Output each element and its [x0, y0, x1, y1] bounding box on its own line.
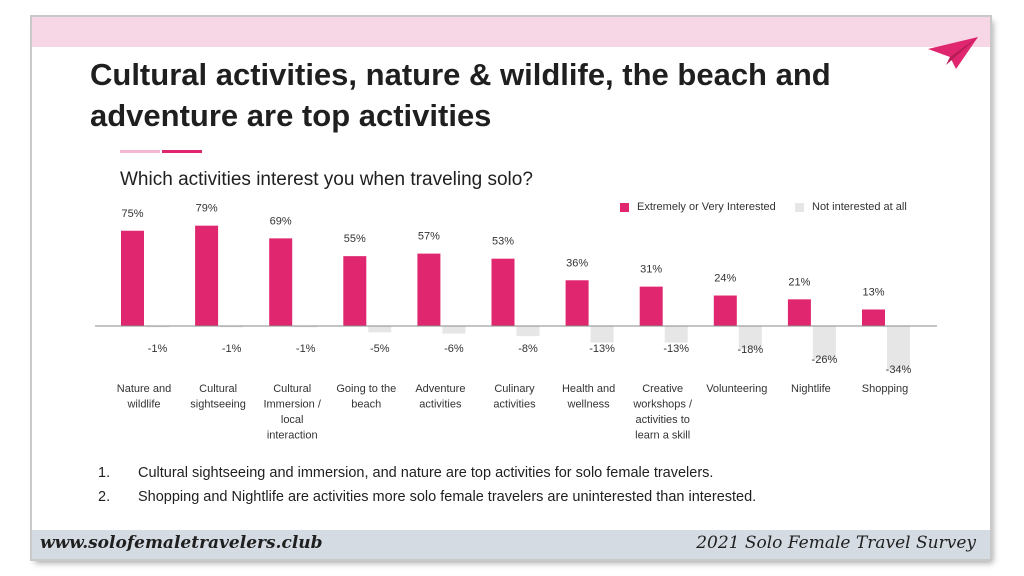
category-label: sightseeing — [190, 399, 246, 411]
bar-not-interested — [294, 326, 318, 328]
data-label-not-interested: -6% — [444, 343, 464, 355]
category-label: workshops / — [632, 399, 693, 411]
legend-label-interested: Extremely or Very Interested — [637, 201, 776, 213]
category-label: beach — [351, 399, 381, 411]
data-label-not-interested: -34% — [886, 364, 912, 376]
survey-name: 2021 Solo Female Travel Survey — [696, 533, 976, 553]
bar-interested — [343, 256, 367, 326]
data-label-not-interested: -1% — [296, 343, 316, 355]
data-label-interested: 57% — [418, 231, 440, 243]
top-band — [32, 17, 990, 47]
category-label: Shopping — [862, 383, 909, 395]
bar-interested — [787, 299, 811, 326]
category-label: Culinary — [494, 383, 535, 395]
paper-plane-icon — [928, 37, 978, 69]
bar-not-interested — [812, 326, 836, 360]
title-underline-accent — [162, 150, 202, 153]
data-label-interested: 24% — [714, 273, 736, 285]
category-label: Volunteering — [706, 383, 767, 395]
bar-not-interested — [887, 326, 910, 370]
bar-not-interested — [664, 326, 688, 343]
data-label-interested: 13% — [862, 286, 884, 298]
data-label-not-interested: -18% — [737, 344, 763, 356]
takeaways-list: 1. Cultural sightseeing and immersion, a… — [98, 465, 756, 513]
category-label: Going to the — [336, 383, 396, 395]
category-label: Health and — [562, 383, 615, 395]
bar-interested — [491, 258, 515, 326]
category-label: Cultural — [273, 383, 311, 395]
data-label-interested: 53% — [492, 236, 514, 248]
data-label-not-interested: -13% — [663, 343, 689, 355]
activities-bar-chart: 75% -1% Nature and wildlife 79% -1% Cultural si… — [95, 203, 937, 442]
takeaway-item: 1. Cultural sightseeing and immersion, a… — [98, 465, 714, 481]
bar-interested — [269, 238, 293, 326]
bar-interested — [195, 225, 219, 326]
data-label-not-interested: -5% — [370, 343, 390, 355]
legend-swatch-interested — [620, 202, 629, 212]
category-label: Adventure — [415, 383, 465, 395]
legend-item-not-interested: Not interested at all — [795, 201, 907, 213]
data-label-not-interested: -1% — [148, 343, 168, 355]
bar-interested — [713, 295, 737, 326]
data-label-interested: 75% — [121, 208, 143, 220]
takeaway-item: 2. Shopping and Nightlife are activities… — [98, 489, 757, 505]
data-label-interested: 69% — [270, 215, 292, 227]
data-label-interested: 31% — [640, 264, 662, 276]
category-label: wildlife — [126, 399, 160, 411]
category-label: Nightlife — [791, 383, 831, 395]
data-label-not-interested: -1% — [222, 343, 242, 355]
bar-not-interested — [146, 326, 169, 328]
bar-not-interested — [220, 326, 244, 328]
data-label-interested: 79% — [196, 203, 218, 215]
category-label: wellness — [567, 399, 611, 411]
bar-not-interested — [590, 326, 614, 343]
legend-swatch-not-interested — [795, 202, 804, 212]
bar-interested — [565, 280, 589, 326]
category-label: Cultural — [199, 383, 237, 395]
category-label: learn a skill — [635, 430, 690, 442]
bar-interested — [862, 309, 885, 326]
category-label: interaction — [267, 430, 318, 442]
category-label: Immersion / — [263, 399, 321, 411]
legend-item-interested: Extremely or Very Interested — [620, 201, 776, 213]
bar-not-interested — [516, 326, 540, 337]
data-label-not-interested: -26% — [812, 354, 838, 366]
title-underline-light — [120, 150, 160, 153]
website-link[interactable]: www.solofemaletravelers.club — [40, 533, 323, 553]
chart-question: Which activities interest you when trave… — [120, 169, 533, 190]
category-label: activities — [493, 399, 536, 411]
bar-interested — [639, 286, 663, 326]
bar-not-interested — [442, 326, 466, 334]
data-label-not-interested: -8% — [518, 343, 538, 355]
slide: Cultural activities, nature & wildlife, … — [32, 17, 990, 559]
bar-interested — [121, 230, 144, 326]
category-label: local — [281, 414, 304, 426]
bar-interested — [417, 253, 441, 326]
slide-title: Cultural activities, nature & wildlife, … — [90, 57, 831, 133]
data-label-interested: 55% — [344, 233, 366, 245]
data-label-not-interested: -13% — [589, 343, 615, 355]
data-label-interested: 21% — [788, 276, 810, 288]
category-label: activities — [419, 399, 462, 411]
bar-not-interested — [368, 326, 392, 333]
category-label: Creative — [642, 383, 683, 395]
footer-bar: www.solofemaletravelers.club 2021 Solo F… — [32, 530, 990, 559]
category-label: activities to — [635, 414, 689, 426]
legend-label-not-interested: Not interested at all — [812, 201, 907, 213]
category-label: Nature and — [117, 383, 171, 395]
bar-not-interested — [738, 326, 762, 349]
data-label-interested: 36% — [566, 257, 588, 269]
